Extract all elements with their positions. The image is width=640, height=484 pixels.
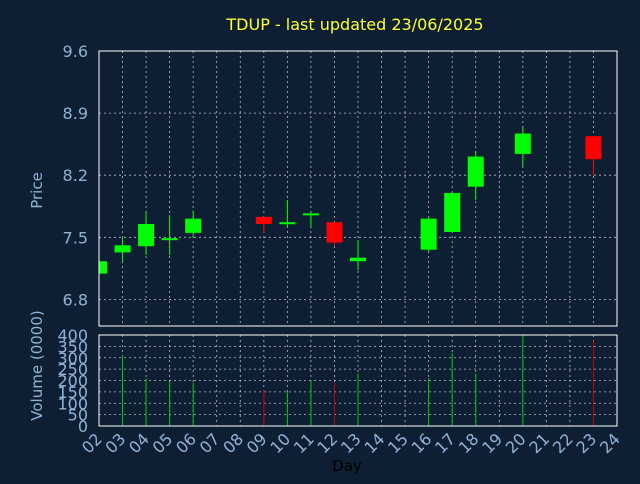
price-tick-label: 6.8 [63, 290, 88, 309]
candle [585, 136, 602, 176]
volume-tick-label: 150 [57, 383, 88, 402]
x-tick-labels: 0203040506070809101112131415161718192021… [78, 429, 624, 457]
volume-grid [99, 334, 617, 427]
candle [114, 237, 131, 263]
volume-tick-label: 200 [57, 372, 88, 391]
candle [255, 216, 272, 233]
candle-body [138, 223, 155, 247]
candle-body [255, 216, 272, 224]
candles [98, 127, 602, 274]
candle-body [279, 222, 296, 225]
candle-body [467, 156, 484, 187]
candle [514, 127, 531, 167]
candle-body [585, 136, 602, 160]
chart-title: TDUP - last updated 23/06/2025 [225, 15, 483, 34]
x-axis-label: Day [332, 457, 362, 475]
volume-tick-label: 250 [57, 360, 88, 379]
price-tick-label: 8.9 [63, 104, 88, 123]
candle-body [420, 218, 437, 250]
candle [302, 213, 319, 229]
x-tick-label: 24 [596, 429, 624, 457]
price-axis-label: Price [28, 172, 46, 209]
candle-body [350, 257, 366, 262]
price-panel-frame [98, 50, 618, 327]
candle [98, 259, 107, 274]
candle [420, 216, 437, 253]
volume-tick-label: 300 [57, 349, 88, 368]
candle [444, 192, 461, 233]
candle [185, 210, 202, 238]
candle [467, 151, 484, 201]
candle [161, 215, 178, 256]
price-tick-labels: 9.6 8.9 8.2 7.5 6.8 [63, 42, 88, 309]
volume-bars [122, 335, 594, 426]
candle-body [444, 192, 461, 232]
candle [326, 222, 343, 247]
volume-tick-label: 350 [57, 337, 88, 356]
price-tick-label: 8.2 [63, 166, 88, 185]
candle-body [161, 238, 178, 241]
candle-body [302, 213, 319, 216]
candle-body [514, 133, 531, 154]
candle [279, 200, 296, 227]
volume-tick-label: 50 [68, 406, 88, 425]
volume-panel-frame [98, 334, 618, 427]
price-tick-label: 7.5 [63, 228, 88, 247]
candle-body [185, 218, 202, 233]
volume-axis-label: Volume (0000) [28, 310, 46, 420]
volume-tick-label: 400 [57, 326, 88, 345]
volume-tick-label: 100 [57, 394, 88, 413]
volume-tick-label: 0 [78, 417, 88, 436]
price-tick-label: 9.6 [63, 42, 88, 61]
candle [350, 239, 366, 271]
candle-body [114, 245, 131, 253]
price-grid [99, 50, 617, 326]
candle-body [99, 261, 107, 274]
candle [138, 212, 155, 256]
candle-body [326, 222, 343, 243]
